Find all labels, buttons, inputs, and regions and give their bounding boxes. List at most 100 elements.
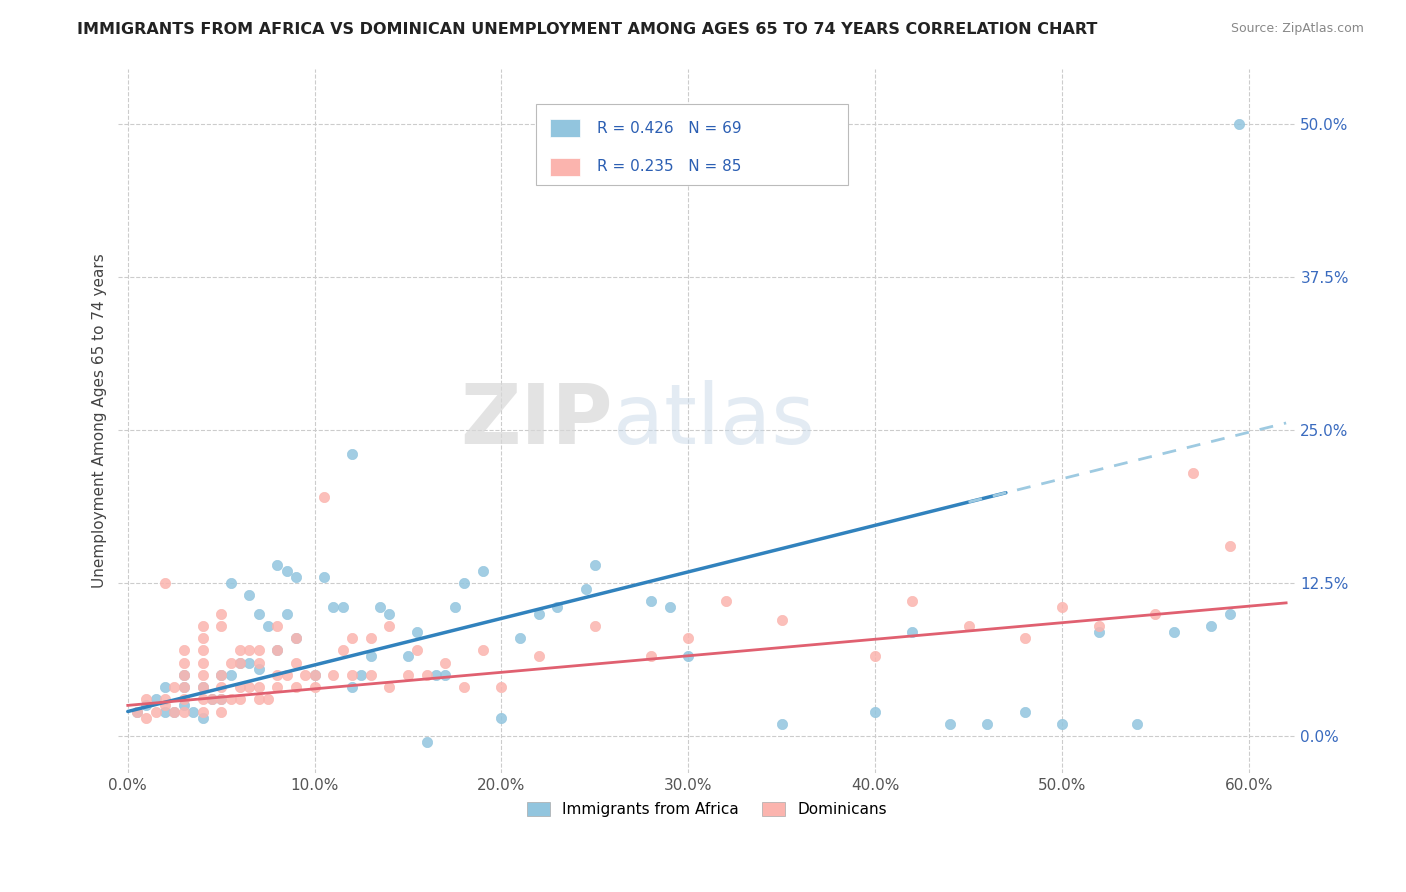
Point xyxy=(332,643,354,657)
Point xyxy=(443,600,465,615)
Point xyxy=(173,692,195,706)
Point xyxy=(276,564,298,578)
Point xyxy=(209,607,232,621)
Point xyxy=(284,656,307,670)
Point xyxy=(127,705,149,719)
Point xyxy=(415,735,437,749)
Point xyxy=(434,667,457,681)
Point xyxy=(257,692,280,706)
Point xyxy=(173,680,195,694)
Point xyxy=(312,570,335,584)
Point xyxy=(238,680,260,694)
Point xyxy=(209,692,232,706)
Point xyxy=(368,600,391,615)
Point xyxy=(209,667,232,681)
Point xyxy=(453,680,475,694)
Point xyxy=(527,649,550,664)
Point xyxy=(209,705,232,719)
Point xyxy=(238,588,260,602)
Point xyxy=(939,716,962,731)
Point xyxy=(340,631,363,645)
Legend: Immigrants from Africa, Dominicans: Immigrants from Africa, Dominicans xyxy=(520,795,894,825)
Point xyxy=(229,656,252,670)
Point xyxy=(863,649,886,664)
Point xyxy=(247,662,270,676)
Point xyxy=(229,692,252,706)
Point xyxy=(219,656,242,670)
Point xyxy=(153,705,176,719)
Point xyxy=(127,705,149,719)
Point xyxy=(276,607,298,621)
Point xyxy=(266,680,288,694)
Point xyxy=(201,692,224,706)
Point xyxy=(266,643,288,657)
Point xyxy=(770,613,793,627)
Point xyxy=(163,705,186,719)
Point xyxy=(238,643,260,657)
Point xyxy=(901,624,924,639)
Point xyxy=(284,570,307,584)
Point xyxy=(360,649,382,664)
Point xyxy=(284,631,307,645)
Point xyxy=(201,692,224,706)
Point xyxy=(247,692,270,706)
Point xyxy=(1144,607,1167,621)
Point xyxy=(304,667,326,681)
Point xyxy=(219,667,242,681)
Point xyxy=(145,692,167,706)
Point xyxy=(396,649,419,664)
Point xyxy=(1050,600,1073,615)
Point xyxy=(238,656,260,670)
Point xyxy=(1229,117,1251,131)
Point xyxy=(266,667,288,681)
Point xyxy=(322,667,344,681)
Point xyxy=(1088,624,1111,639)
Point xyxy=(191,711,214,725)
Point xyxy=(191,631,214,645)
Point xyxy=(294,667,316,681)
Point xyxy=(1181,466,1204,480)
Point xyxy=(547,600,569,615)
Point xyxy=(976,716,998,731)
Point xyxy=(471,643,494,657)
Point xyxy=(173,667,195,681)
Point xyxy=(173,698,195,713)
Point xyxy=(527,607,550,621)
Point xyxy=(135,711,157,725)
Point xyxy=(191,656,214,670)
Point xyxy=(640,649,662,664)
Point xyxy=(135,692,157,706)
Point xyxy=(901,594,924,608)
Point xyxy=(191,680,214,694)
Point xyxy=(1163,624,1185,639)
Point xyxy=(209,619,232,633)
Point xyxy=(209,692,232,706)
Point xyxy=(191,692,214,706)
Point xyxy=(1088,619,1111,633)
Point xyxy=(1201,619,1223,633)
Point xyxy=(340,667,363,681)
Point xyxy=(378,607,401,621)
Point xyxy=(284,631,307,645)
Point xyxy=(360,631,382,645)
Point xyxy=(284,680,307,694)
Point xyxy=(425,667,447,681)
Point xyxy=(340,680,363,694)
Point xyxy=(247,643,270,657)
Point xyxy=(1014,705,1036,719)
Point xyxy=(312,490,335,504)
Point xyxy=(322,600,344,615)
Point xyxy=(583,558,606,572)
Point xyxy=(1219,539,1241,553)
Point xyxy=(153,698,176,713)
Point xyxy=(266,619,288,633)
Point xyxy=(219,575,242,590)
Point xyxy=(163,705,186,719)
Point xyxy=(957,619,980,633)
Point xyxy=(378,619,401,633)
Point xyxy=(191,667,214,681)
Point xyxy=(863,705,886,719)
Point xyxy=(257,619,280,633)
Point xyxy=(658,600,681,615)
Point xyxy=(678,631,700,645)
